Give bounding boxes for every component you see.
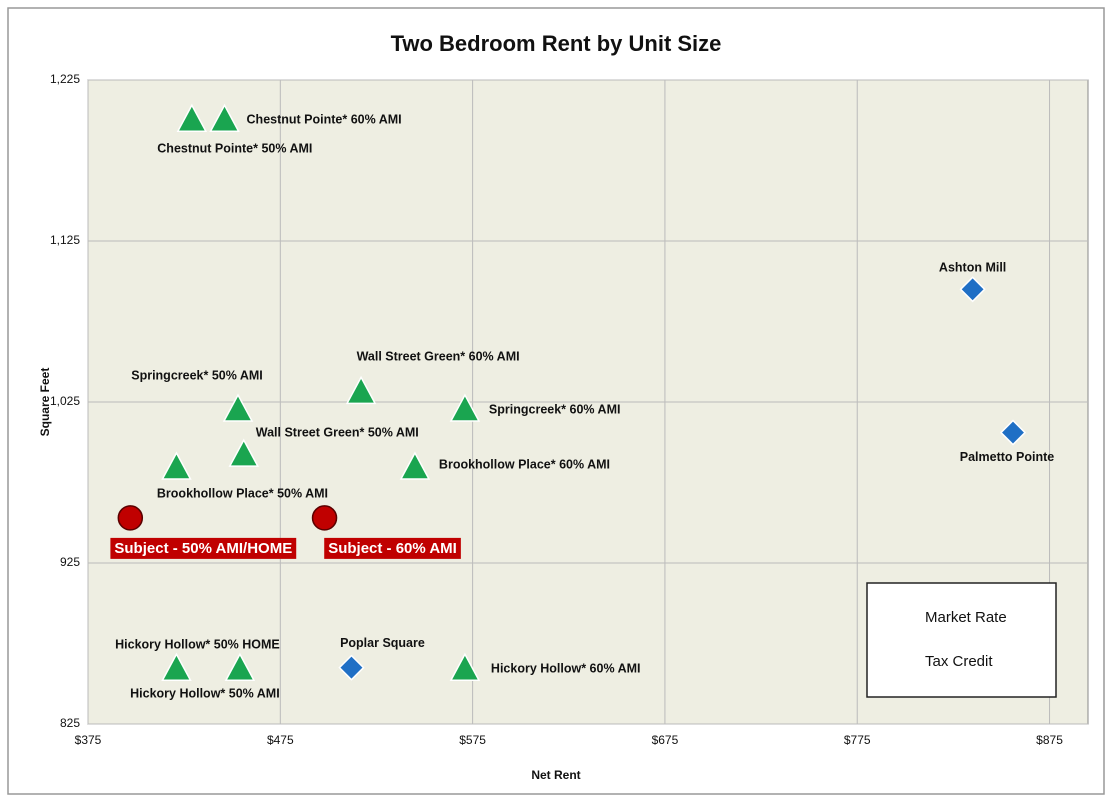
triangle-marker xyxy=(399,451,431,480)
x-tick-label: $775 xyxy=(844,733,871,747)
triangle-marker xyxy=(449,652,481,682)
point-label: Palmetto Pointe xyxy=(960,450,1055,464)
diamond-marker xyxy=(338,654,365,681)
point-label: Poplar Square xyxy=(340,636,425,650)
y-tick-label: 1,125 xyxy=(50,233,80,247)
subject-label-bg xyxy=(324,537,461,559)
point-label: Hickory Hollow* 50% AMI xyxy=(130,687,280,701)
x-tick-label: $575 xyxy=(459,733,486,747)
legend xyxy=(866,582,1057,698)
point-label: Wall Street Green* 60% AMI xyxy=(357,350,520,364)
y-tick-label: 1,025 xyxy=(50,394,80,408)
x-axis-title: Net Rent xyxy=(531,768,580,782)
point-label: Brookhollow Place* 50% AMI xyxy=(157,486,328,500)
x-tick-label: $475 xyxy=(267,733,294,747)
point-label: Brookhollow Place* 60% AMI xyxy=(439,457,610,471)
marks: Ashton Mill Palmetto Pointe Poplar Square C… xyxy=(110,103,1055,701)
y-axis-title: Square Feet xyxy=(38,368,52,437)
diamond-marker xyxy=(999,419,1027,446)
circle-marker xyxy=(311,505,338,531)
triangle-marker xyxy=(345,375,377,405)
point-label: Hickory Hollow* 50% HOME xyxy=(115,638,280,652)
subject-label: Subject - 50% AMI/HOME xyxy=(114,540,292,557)
grid xyxy=(87,79,1088,725)
diamond-marker xyxy=(959,276,986,303)
point-label: Chestnut Pointe* 60% AMI xyxy=(247,113,402,127)
chart-title: Two Bedroom Rent by Unit Size xyxy=(391,31,722,56)
triangle-marker xyxy=(176,103,208,132)
circle-marker xyxy=(117,505,144,531)
triangle-marker xyxy=(449,393,481,422)
triangle-marker xyxy=(209,103,240,132)
triangle-marker xyxy=(222,393,254,422)
triangle-marker xyxy=(224,652,256,682)
point-label: Springcreek* 50% AMI xyxy=(131,368,263,382)
x-tick-label: $375 xyxy=(75,733,102,747)
legend-label: Market Rate xyxy=(925,609,1007,626)
point-label: Chestnut Pointe* 50% AMI xyxy=(157,142,312,156)
legend-label: Tax Credit xyxy=(925,653,993,670)
point-label: Hickory Hollow* 60% AMI xyxy=(491,662,641,676)
subject-label: Subject - 60% AMI xyxy=(328,540,457,557)
triangle-marker xyxy=(228,438,260,467)
x-tick-label: $875 xyxy=(1036,733,1063,747)
point-label: Ashton Mill xyxy=(939,261,1006,275)
y-tick-label: 925 xyxy=(60,555,80,569)
point-label: Wall Street Green* 50% AMI xyxy=(256,425,419,439)
subject-label-bg xyxy=(110,537,297,559)
y-tick-label: 1,225 xyxy=(50,72,80,86)
y-tick-label: 825 xyxy=(60,716,80,730)
triangle-marker xyxy=(161,451,192,480)
point-label: Springcreek* 60% AMI xyxy=(489,402,621,416)
triangle-marker xyxy=(161,652,192,682)
x-tick-label: $675 xyxy=(652,733,679,747)
